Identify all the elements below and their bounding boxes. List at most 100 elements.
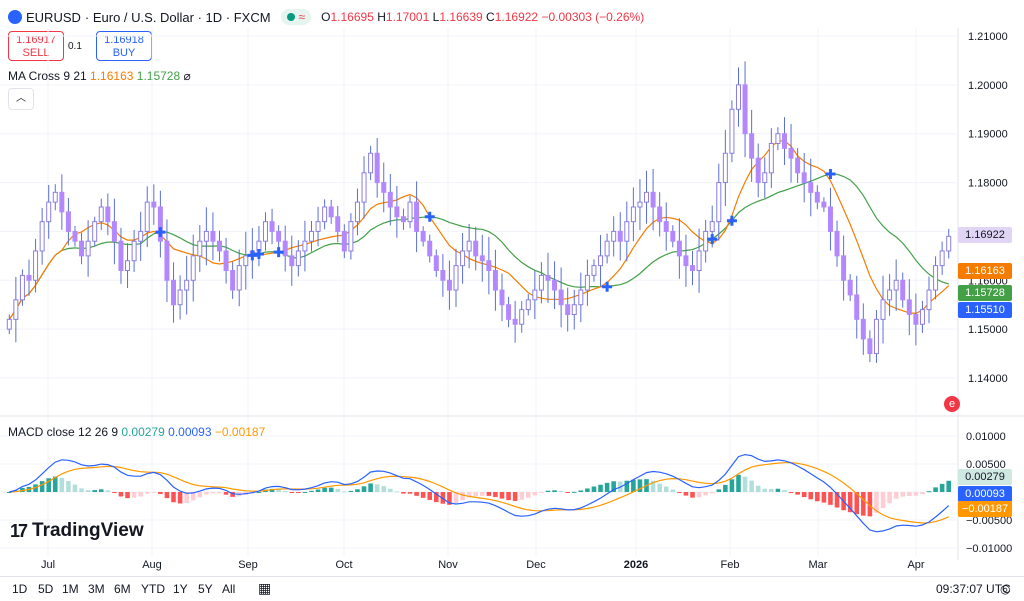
macd-histogram-bar: [775, 488, 781, 492]
candle-body: [801, 172, 807, 184]
tf-6m[interactable]: 6M: [114, 582, 131, 596]
candle-body: [190, 255, 196, 281]
candle-body: [276, 230, 282, 242]
candle-body: [519, 309, 525, 325]
tf-3m[interactable]: 3M: [88, 582, 105, 596]
candle-body: [131, 240, 137, 262]
spread-value: 0.1: [68, 41, 82, 52]
candle-body: [506, 304, 512, 320]
tradingview-logo[interactable]: 17 TradingView: [10, 520, 144, 542]
candle-body: [722, 152, 728, 184]
utc-clock[interactable]: 09:37:07 UTC: [936, 582, 1011, 596]
macd-hist-label: 0.00279: [958, 469, 1012, 485]
tf-1m[interactable]: 1M: [62, 582, 79, 596]
chart-header: EURUSD · Euro / U.S. Dollar · 1D · FXCM …: [8, 6, 644, 28]
tf-all[interactable]: All: [222, 582, 236, 596]
candle-body: [611, 230, 617, 242]
macd-histogram-bar: [315, 489, 321, 492]
candle-body: [151, 201, 157, 208]
cross-price-label: 1.15510: [958, 302, 1012, 318]
macd-histogram-bar: [801, 492, 807, 498]
macd-histogram-bar: [309, 490, 314, 492]
macd-histogram-bar: [223, 492, 229, 495]
macd-histogram-bar: [920, 492, 925, 495]
macd-histogram-bar: [427, 492, 433, 501]
candle-body: [72, 230, 78, 242]
symbol-name[interactable]: EURUSD: [26, 9, 81, 25]
macd-tick-label: 0.00500: [966, 459, 1006, 471]
hidden-eye-icon[interactable]: ⌀: [183, 69, 191, 83]
ma-cross-marker: [155, 227, 166, 238]
ma-cross-legend[interactable]: MA Cross 9 21 1.16163 1.15728 ⌀: [8, 69, 191, 83]
macd-histogram-bar: [847, 492, 853, 513]
tf-5y[interactable]: 5Y: [198, 582, 213, 596]
macd-histogram-bar: [519, 492, 524, 500]
macd-histogram-bar: [525, 492, 531, 498]
candle-body: [348, 221, 354, 252]
date-range-icon[interactable]: ▦: [258, 580, 272, 596]
macd-histogram-bar: [578, 490, 584, 492]
macd-histogram-bar: [591, 486, 597, 492]
macd-histogram-bar: [118, 492, 124, 497]
candle-body: [532, 289, 538, 301]
candle-body: [414, 201, 420, 232]
tf-1d[interactable]: 1D: [12, 582, 28, 596]
macd-histogram-bar: [512, 492, 518, 501]
time-tick-label: Apr: [907, 559, 924, 571]
tf-ytd[interactable]: YTD: [141, 582, 165, 596]
candle-body: [735, 84, 741, 110]
candle-body: [210, 230, 216, 242]
settings-gear-icon[interactable]: ◎: [1000, 582, 1011, 596]
candle-body: [781, 133, 787, 149]
candle-body: [545, 274, 551, 281]
candle-body: [308, 230, 314, 242]
sell-button[interactable]: 1.16917 SELL: [8, 31, 64, 61]
macd-legend[interactable]: MACD close 12 26 9 0.00279 0.00093 −0.00…: [8, 425, 266, 439]
candle-body: [453, 265, 459, 291]
candle-body: [492, 270, 498, 291]
macd-histogram-bar: [631, 479, 636, 492]
candle-body: [328, 206, 334, 218]
macd-histogram-bar: [144, 492, 150, 494]
macd-histogram-bar: [539, 492, 544, 493]
macd-signal-value: −0.00187: [214, 425, 266, 439]
macd-histogram-bar: [887, 492, 892, 504]
candle-body: [105, 206, 111, 223]
macd-tick-label: 0.01000: [966, 431, 1006, 443]
buy-button[interactable]: 1.16918 BUY: [96, 31, 152, 61]
candle-body: [217, 240, 223, 252]
tf-5d[interactable]: 5D: [38, 582, 54, 596]
candle-body: [407, 201, 413, 223]
candle-body: [709, 221, 715, 232]
tf-1y[interactable]: 1Y: [173, 582, 188, 596]
macd-histogram-bar: [493, 492, 498, 498]
candle-body: [111, 221, 117, 242]
events-flag-icon[interactable]: e: [944, 396, 960, 412]
macd-histogram-bar: [374, 484, 380, 492]
macd-histogram-bar: [276, 489, 281, 492]
macd-histogram-bar: [230, 492, 235, 497]
candle-body: [729, 108, 735, 154]
candle-body: [663, 221, 669, 232]
macd-histogram-bar: [893, 492, 899, 499]
collapse-legend-button[interactable]: ︿: [8, 88, 34, 110]
price-tick-label: 1.18000: [968, 178, 1008, 190]
candle-body: [473, 240, 479, 257]
macd-histogram-bar: [532, 492, 538, 496]
symbol-description[interactable]: · Euro / U.S. Dollar · 1D · FXCM: [84, 9, 271, 25]
tv-logo-icon: 17: [10, 520, 28, 541]
candle-body: [716, 182, 722, 223]
candle-body: [919, 309, 925, 325]
macd-histogram-bar: [158, 492, 163, 495]
macd-histogram-bar: [867, 492, 873, 517]
candle-body: [427, 240, 433, 257]
candle-body: [755, 157, 761, 184]
candle-body: [262, 221, 268, 242]
macd-histogram-bar: [72, 484, 78, 492]
macd-histogram-bar: [558, 490, 564, 492]
market-status-pill[interactable]: ≈: [280, 9, 312, 25]
time-tick-label: Feb: [721, 559, 740, 571]
macd-histogram-bar: [874, 492, 879, 513]
candle-body: [887, 289, 893, 301]
